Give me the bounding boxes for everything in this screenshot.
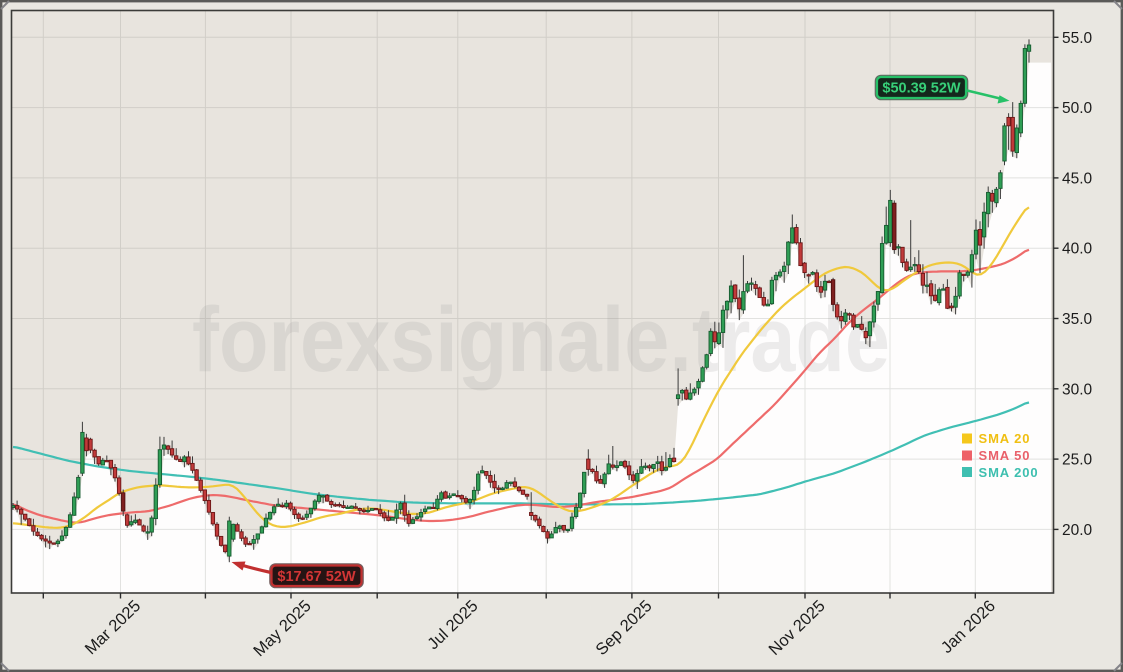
svg-text:25.0: 25.0 [1062, 452, 1093, 469]
svg-text:$50.39 52W: $50.39 52W [882, 81, 961, 97]
svg-text:SMA 200: SMA 200 [979, 465, 1039, 480]
svg-text:SMA 20: SMA 20 [979, 431, 1031, 446]
svg-text:SMA 50: SMA 50 [979, 448, 1031, 463]
svg-text:forexsignale.trade: forexsignale.trade [192, 289, 890, 391]
svg-text:55.0: 55.0 [1062, 30, 1093, 47]
svg-text:35.0: 35.0 [1062, 311, 1093, 328]
svg-text:30.0: 30.0 [1062, 381, 1093, 398]
svg-text:40.0: 40.0 [1062, 241, 1093, 258]
svg-text:45.0: 45.0 [1062, 170, 1093, 187]
svg-text:20.0: 20.0 [1062, 522, 1093, 539]
svg-text:50.0: 50.0 [1062, 100, 1093, 117]
svg-text:$17.67 52W: $17.67 52W [277, 569, 356, 585]
